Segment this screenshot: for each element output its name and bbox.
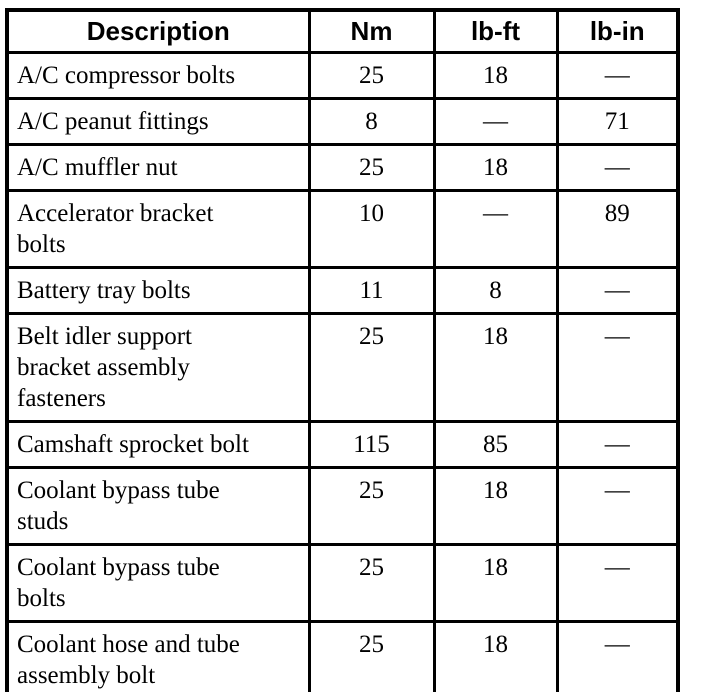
- lbft-cell: 18: [432, 542, 559, 623]
- nm-cell: 25: [307, 542, 436, 623]
- description-cell: A/C compressor bolts: [5, 50, 311, 100]
- lbin-cell: —: [555, 311, 680, 423]
- nm-cell: 25: [307, 311, 436, 423]
- header-description: Description: [5, 8, 311, 54]
- table-row: A/C muffler nut 25 18 —: [5, 142, 680, 192]
- lbft-cell: —: [432, 188, 559, 269]
- lbin-cell: —: [555, 542, 680, 623]
- table-body: A/C compressor bolts 25 18 — A/C peanut …: [5, 50, 680, 692]
- table-row: A/C peanut fittings 8 — 71: [5, 96, 680, 146]
- table-row: Coolant hose and tube assembly bolt 25 1…: [5, 619, 680, 692]
- lbin-cell: —: [555, 50, 680, 100]
- lbin-cell: 71: [555, 96, 680, 146]
- nm-cell: 25: [307, 619, 436, 692]
- nm-cell: 8: [307, 96, 436, 146]
- lbft-cell: 18: [432, 50, 559, 100]
- nm-cell: 25: [307, 465, 436, 546]
- lbin-cell: —: [555, 419, 680, 469]
- torque-spec-table: Description Nm lb-ft lb-in A/C compresso…: [5, 8, 680, 692]
- table-row: Coolant bypass tube bolts 25 18 —: [5, 542, 680, 623]
- table-row: Coolant bypass tube studs 25 18 —: [5, 465, 680, 546]
- lbin-cell: 89: [555, 188, 680, 269]
- table-row: Camshaft sprocket bolt 115 85 —: [5, 419, 680, 469]
- lbft-cell: 8: [432, 265, 559, 315]
- table-header: Description Nm lb-ft lb-in: [5, 8, 680, 54]
- description-cell: Battery tray bolts: [5, 265, 311, 315]
- header-lb-in: lb-in: [555, 8, 680, 54]
- lbft-cell: 18: [432, 142, 559, 192]
- nm-cell: 11: [307, 265, 436, 315]
- description-cell: Accelerator bracket bolts: [5, 188, 311, 269]
- lbin-cell: —: [555, 265, 680, 315]
- lbft-cell: 18: [432, 311, 559, 423]
- description-cell: Coolant bypass tube bolts: [5, 542, 311, 623]
- lbft-cell: 18: [432, 619, 559, 692]
- lbin-cell: —: [555, 465, 680, 546]
- nm-cell: 25: [307, 50, 436, 100]
- table-row: Accelerator bracket bolts 10 — 89: [5, 188, 680, 269]
- header-row: Description Nm lb-ft lb-in: [5, 8, 680, 54]
- header-nm: Nm: [307, 8, 436, 54]
- table-row: A/C compressor bolts 25 18 —: [5, 50, 680, 100]
- description-cell: Camshaft sprocket bolt: [5, 419, 311, 469]
- description-cell: A/C muffler nut: [5, 142, 311, 192]
- description-cell: A/C peanut fittings: [5, 96, 311, 146]
- nm-cell: 25: [307, 142, 436, 192]
- description-cell: Belt idler support bracket assembly fast…: [5, 311, 311, 423]
- description-cell: Coolant bypass tube studs: [5, 465, 311, 546]
- nm-cell: 10: [307, 188, 436, 269]
- lbin-cell: —: [555, 619, 680, 692]
- header-lb-ft: lb-ft: [432, 8, 559, 54]
- description-cell: Coolant hose and tube assembly bolt: [5, 619, 311, 692]
- lbin-cell: —: [555, 142, 680, 192]
- table-row: Belt idler support bracket assembly fast…: [5, 311, 680, 423]
- table-row: Battery tray bolts 11 8 —: [5, 265, 680, 315]
- nm-cell: 115: [307, 419, 436, 469]
- lbft-cell: —: [432, 96, 559, 146]
- lbft-cell: 85: [432, 419, 559, 469]
- lbft-cell: 18: [432, 465, 559, 546]
